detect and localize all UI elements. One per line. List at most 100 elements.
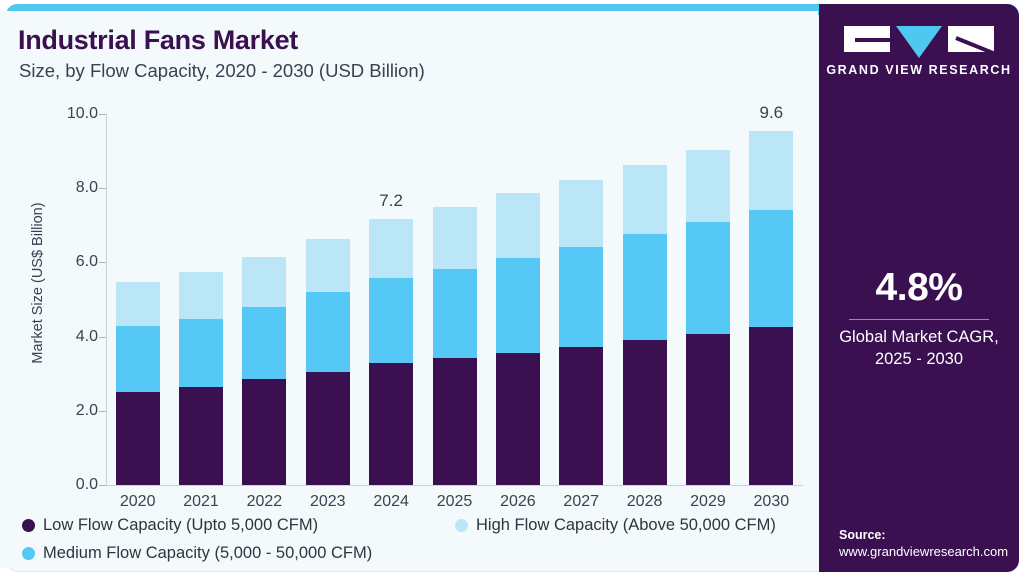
x-axis-tick-label: 2030 [753, 493, 790, 510]
bar-segment[interactable] [559, 347, 604, 485]
bar-segment[interactable] [305, 371, 350, 485]
bar-group[interactable] [685, 89, 730, 485]
bar-group[interactable] [242, 89, 287, 485]
x-axis-tick-label: 2023 [309, 493, 346, 510]
y-axis-tick-mark [99, 336, 106, 338]
y-axis-tick-label: 2.0 [75, 401, 98, 419]
bar-segment[interactable] [685, 221, 730, 335]
cagr-caption: Global Market CAGR, 2025 - 2030 [819, 326, 1019, 370]
y-axis-tick-labels: 0.0 2.0 4.0 6.0 8.0 10.0 [36, 89, 98, 493]
logo-v-triangle-icon [896, 26, 942, 58]
bar-segment[interactable] [622, 234, 667, 341]
y-axis-tick-label: 4.0 [75, 327, 98, 345]
page-title: Industrial Fans Market [18, 25, 298, 55]
x-axis-line [106, 485, 803, 486]
bar-group[interactable] [179, 89, 224, 485]
chart-region: Industrial Fans Market Size, by Flow Cap… [0, 11, 818, 568]
y-axis-tick-mark [99, 262, 106, 264]
bar-segment[interactable] [369, 363, 414, 485]
bar-segment[interactable] [179, 318, 224, 388]
bar-group[interactable] [622, 89, 667, 485]
bar-group[interactable] [559, 89, 604, 485]
bar-group[interactable] [115, 89, 160, 485]
legend-label: Medium Flow Capacity (5,000 - 50,000 CFM… [43, 544, 373, 562]
brand-logo: GRAND VIEW RESEARCH [819, 26, 1019, 77]
bar-segment[interactable] [305, 238, 350, 293]
chart-legend: Low Flow Capacity (Upto 5,000 CFM) High F… [0, 508, 818, 566]
bar-group[interactable] [305, 89, 350, 485]
x-axis-tick-label: 2025 [436, 493, 473, 510]
bar-segment[interactable] [622, 164, 667, 235]
cagr-value: 4.8% [875, 266, 963, 309]
bar-segment[interactable] [495, 193, 540, 258]
source-label: Source: [839, 528, 886, 542]
x-axis-tick-label: 2024 [373, 493, 409, 510]
bar-segment[interactable] [749, 326, 794, 485]
top-accent-bar [6, 4, 1019, 15]
bar-segment[interactable] [749, 210, 794, 327]
x-axis-tick-label: 2026 [500, 493, 536, 510]
bar-segment[interactable] [305, 292, 350, 372]
legend-color-swatch-icon [455, 519, 468, 532]
y-axis-tick-label: 6.0 [75, 253, 98, 271]
bar-segment[interactable] [432, 268, 477, 359]
y-axis-tick-label: 0.0 [75, 476, 98, 493]
x-axis-tick-label: 2028 [626, 493, 663, 510]
bar-segment[interactable] [369, 218, 414, 278]
bar-segment[interactable] [242, 306, 287, 380]
bar-segment[interactable] [559, 180, 604, 247]
bar-segment[interactable] [242, 256, 287, 307]
logo-wordmark: GRAND VIEW RESEARCH [826, 63, 1012, 77]
logo-g-icon [844, 26, 891, 52]
source-block: Source: www.grandviewresearch.com [839, 528, 1014, 559]
source-url[interactable]: www.grandviewresearch.com [839, 544, 1009, 559]
bar-segment[interactable] [115, 326, 160, 392]
legend-color-swatch-icon [22, 519, 35, 532]
bar-segment[interactable] [432, 207, 477, 269]
legend-item[interactable]: Medium Flow Capacity (5,000 - 50,000 CFM… [22, 544, 372, 563]
bar-segment[interactable] [559, 246, 604, 347]
bar-segment[interactable] [685, 334, 730, 485]
bar-segment[interactable] [179, 272, 224, 319]
legend-item[interactable]: Low Flow Capacity (Upto 5,000 CFM) [22, 516, 318, 535]
cagr-divider [849, 319, 989, 320]
x-axis-tick-label: 2020 [119, 493, 156, 510]
bar-segment[interactable] [115, 282, 160, 327]
bar-segment[interactable] [495, 257, 540, 353]
bar-group[interactable] [432, 89, 477, 485]
bar-segment[interactable] [369, 277, 414, 364]
cagr-caption-line-2: 2025 - 2030 [874, 350, 964, 369]
logo-glyphs [819, 26, 1019, 58]
bar-segment[interactable] [115, 391, 160, 485]
legend-label: High Flow Capacity (Above 50,000 CFM) [476, 516, 776, 534]
logo-r-icon [948, 26, 994, 52]
bar-segment[interactable] [685, 150, 730, 222]
bar-segment[interactable] [622, 340, 667, 485]
brand-sidebar: GRAND VIEW RESEARCH 4.8% Global Market C… [819, 4, 1019, 572]
y-axis-tick-label: 10.0 [66, 105, 98, 122]
page-subtitle: Size, by Flow Capacity, 2020 - 2030 (USD… [19, 60, 425, 81]
y-axis-tick-mark [99, 485, 106, 486]
plot-area: Market Size (US$ Billion) 0.0 2.0 4.0 6.0 8.… [0, 89, 818, 510]
bar-segment[interactable] [495, 352, 540, 485]
x-axis-tick-label: 2029 [690, 493, 726, 510]
y-axis-tick-label: 8.0 [75, 179, 98, 197]
bar-segment[interactable] [749, 130, 794, 211]
bar-segment[interactable] [432, 358, 477, 485]
y-axis-tick-mark [99, 114, 106, 115]
bar-segment[interactable] [179, 387, 224, 485]
bar-series-container: 7.2 9.6 [106, 89, 803, 485]
y-axis-tick-mark [99, 410, 106, 412]
cagr-caption-line-1: Global Market CAGR, [839, 328, 999, 346]
bar-group[interactable]: 7.2 [369, 89, 414, 485]
y-axis-tick-mark [99, 188, 106, 190]
x-axis-tick-label: 2021 [183, 493, 219, 510]
legend-color-swatch-icon [22, 547, 35, 560]
bar-segment[interactable] [242, 379, 287, 485]
bar-group[interactable]: 9.6 [749, 89, 794, 485]
legend-item[interactable]: High Flow Capacity (Above 50,000 CFM) [455, 516, 776, 535]
bar-value-label: 7.2 [379, 190, 403, 210]
y-axis-line [106, 114, 107, 485]
bar-group[interactable] [495, 89, 540, 485]
